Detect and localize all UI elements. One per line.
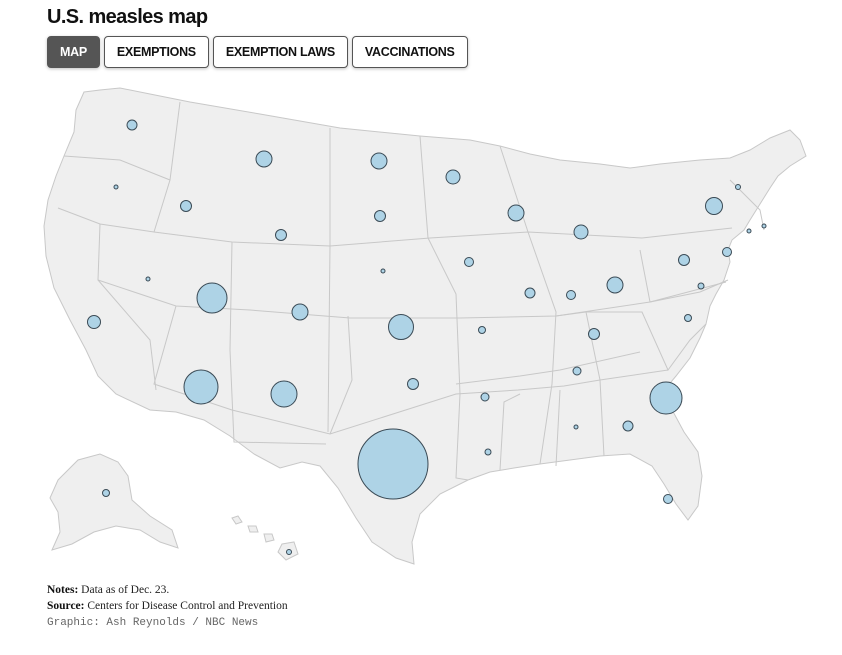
bubble-michigan[interactable] — [573, 224, 589, 240]
tab-bar: MAP EXEMPTIONS EXEMPTION LAWS VACCINATIO… — [47, 36, 468, 68]
bubble-pennsylvania[interactable] — [678, 254, 690, 266]
bubble-nevada[interactable] — [145, 276, 151, 282]
bubble-wyoming[interactable] — [275, 229, 287, 241]
bubble-idaho[interactable] — [180, 200, 192, 212]
bubble-utah[interactable] — [196, 282, 228, 314]
source-line: Source: Centers for Disease Control and … — [47, 598, 288, 614]
bubble-ohio[interactable] — [606, 276, 624, 294]
graphic-credit: Graphic: Ash Reynolds / NBC News — [47, 617, 259, 629]
border-line — [499, 145, 557, 465]
us-map-svg — [43, 87, 807, 565]
border-line — [586, 311, 707, 371]
bubble-kentucky[interactable] — [588, 328, 600, 340]
bubble-tennessee[interactable] — [572, 366, 582, 376]
bubble-iowa[interactable] — [464, 257, 474, 267]
tab-vaccinations[interactable]: VACCINATIONS — [351, 36, 468, 68]
bubble-massachusetts[interactable] — [761, 223, 767, 229]
border-line — [419, 135, 469, 481]
bubble-indiana[interactable] — [566, 290, 576, 300]
bubble-washington[interactable] — [126, 119, 138, 131]
bubble-illinois[interactable] — [524, 287, 536, 299]
bubble-hawaii[interactable] — [286, 549, 292, 555]
bubble-connecticut[interactable] — [746, 228, 752, 234]
bubble-alabama[interactable] — [573, 424, 579, 430]
bubble-montana[interactable] — [255, 150, 273, 168]
hawaii-shape — [231, 515, 299, 561]
bubble-minnesota[interactable] — [445, 169, 461, 185]
bubble-vermont[interactable] — [735, 184, 741, 190]
bubble-south-carolina[interactable] — [649, 381, 683, 415]
bubble-california[interactable] — [87, 315, 101, 329]
border-line — [153, 305, 669, 435]
border-line — [499, 393, 521, 471]
bubble-arkansas[interactable] — [480, 392, 490, 402]
notes-text: Data as of Dec. 23. — [81, 584, 170, 596]
bubble-wisconsin[interactable] — [507, 204, 525, 222]
bubble-new-mexico[interactable] — [270, 380, 298, 408]
bubble-nebraska[interactable] — [380, 268, 386, 274]
tab-exemption-laws[interactable]: EXEMPTION LAWS — [212, 36, 348, 68]
bubble-kansas[interactable] — [388, 314, 414, 340]
tab-exemptions[interactable]: EXEMPTIONS — [103, 36, 209, 68]
notes-label: Notes: — [47, 584, 79, 596]
source-label: Source: — [47, 600, 85, 612]
bubble-maryland[interactable] — [697, 282, 705, 290]
border-line — [555, 311, 605, 457]
border-line — [639, 249, 729, 303]
bubble-florida[interactable] — [663, 494, 673, 504]
border-line — [229, 241, 327, 445]
bubble-missouri[interactable] — [478, 326, 486, 334]
state-borders — [57, 101, 765, 481]
notes-line: Notes: Data as of Dec. 23. — [47, 582, 288, 598]
bubble-louisiana[interactable] — [484, 448, 492, 456]
bubble-virginia[interactable] — [684, 314, 692, 322]
bubble-new-jersey[interactable] — [722, 247, 732, 257]
border-line — [729, 179, 765, 231]
bubble-colorado[interactable] — [291, 303, 309, 321]
bubble-new-york[interactable] — [705, 197, 723, 215]
bubble-texas[interactable] — [357, 428, 429, 500]
bubble-oregon[interactable] — [113, 184, 119, 190]
footer-notes: Notes: Data as of Dec. 23. Source: Cente… — [47, 582, 288, 631]
land — [43, 87, 807, 565]
border-line — [97, 279, 157, 391]
page-title: U.S. measles map — [47, 6, 208, 28]
bubble-south-dakota[interactable] — [374, 210, 386, 222]
border-line — [63, 155, 171, 181]
tab-map[interactable]: MAP — [47, 36, 100, 68]
alaska-shape — [49, 453, 179, 551]
bubble-oklahoma[interactable] — [407, 378, 419, 390]
us-map — [0, 80, 842, 580]
bubble-georgia[interactable] — [622, 420, 634, 432]
border-line — [327, 128, 331, 433]
border-line — [329, 315, 353, 435]
bubble-north-dakota[interactable] — [370, 152, 388, 170]
measles-bubbles — [87, 119, 767, 555]
contiguous-us-shape — [43, 87, 807, 565]
border-line — [455, 351, 641, 385]
border-line — [97, 223, 727, 319]
source-text: Centers for Disease Control and Preventi… — [87, 600, 288, 612]
bubble-alaska[interactable] — [102, 489, 110, 497]
border-line — [555, 389, 561, 467]
bubble-arizona[interactable] — [183, 369, 219, 405]
